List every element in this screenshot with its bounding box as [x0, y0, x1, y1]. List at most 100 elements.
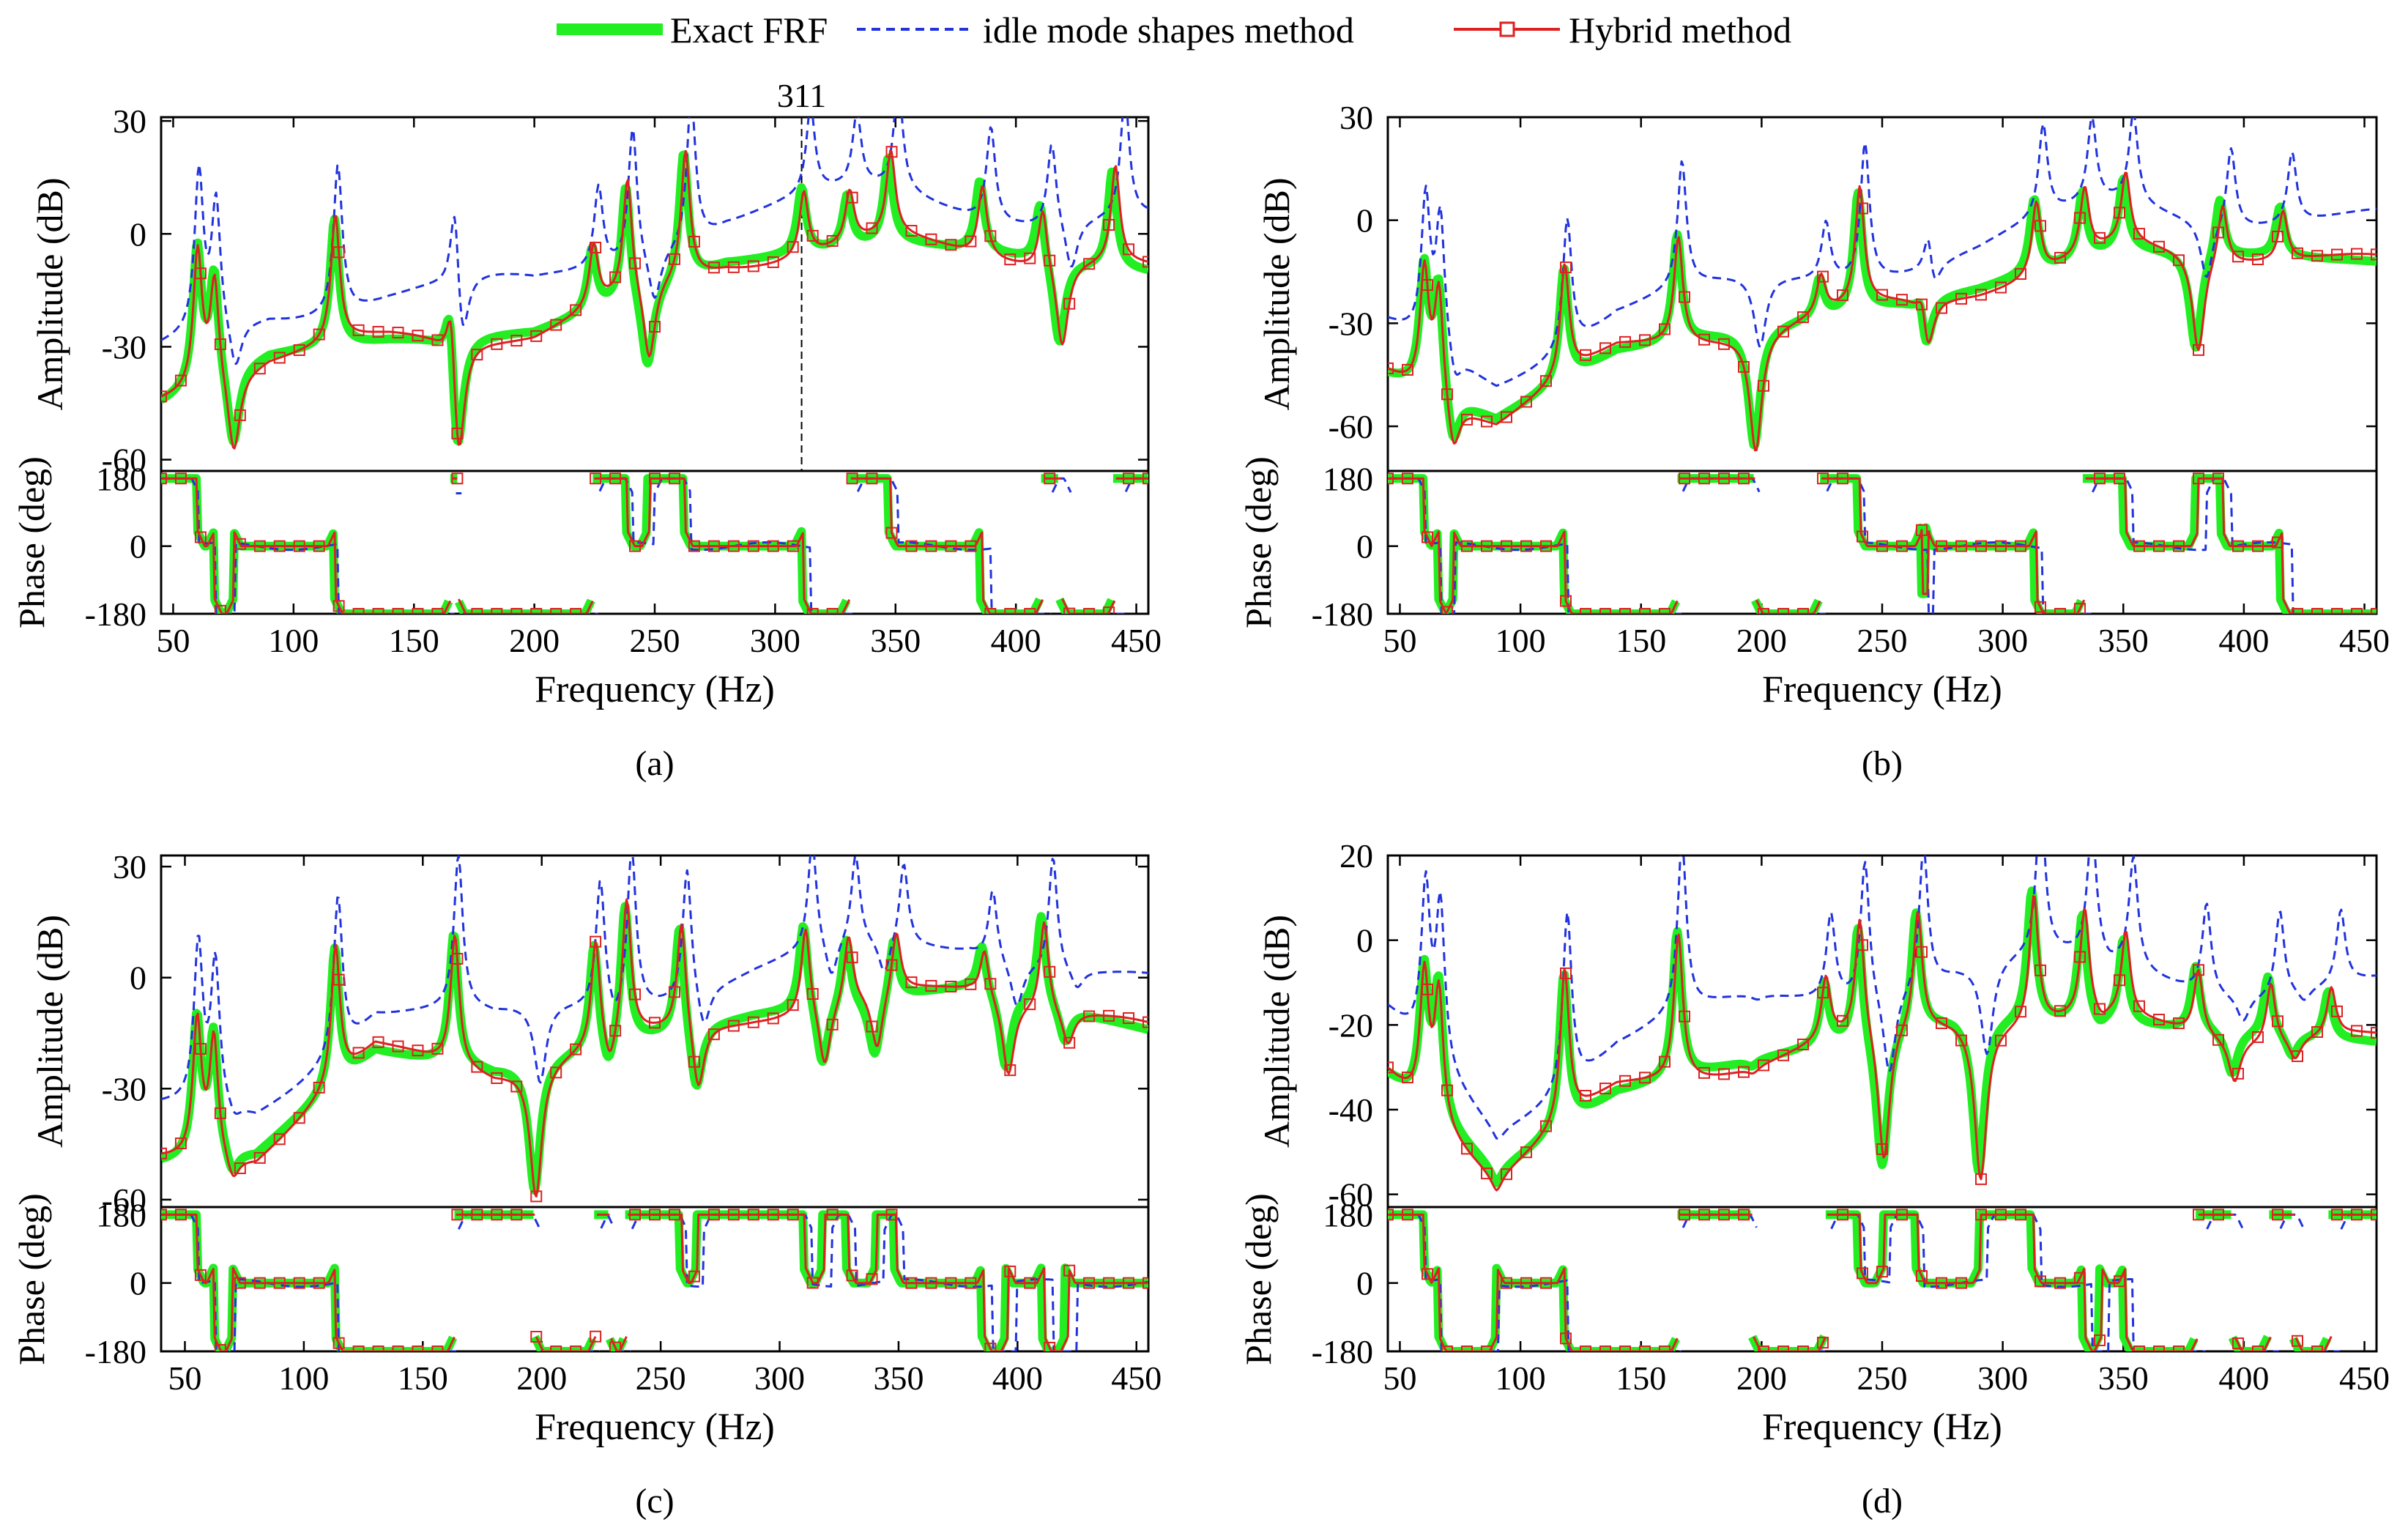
amplitude-marker-hybrid [1402, 1072, 1413, 1084]
phase-marker-hybrid [1639, 608, 1651, 614]
phase-marker-hybrid [2311, 608, 2323, 614]
phase-marker-hybrid [2232, 540, 2244, 552]
x-tick-label: 100 [1495, 1359, 1546, 1397]
phase-marker-hybrid [510, 608, 523, 614]
legend-entry-exact-frf: Exact FRF [557, 10, 828, 51]
phase-marker-hybrid [806, 1277, 819, 1289]
phase-marker-hybrid [1520, 540, 1532, 552]
amplitude-marker-hybrid [609, 1025, 622, 1037]
x-tick-label: 200 [516, 1359, 567, 1397]
amplitude-marker-hybrid [688, 235, 700, 248]
amp-y-tick-label: 0 [1356, 202, 1373, 240]
phase-marker-hybrid [550, 1345, 562, 1351]
amplitude-marker-hybrid [1876, 1143, 1888, 1155]
phase-marker-hybrid [668, 472, 680, 485]
amplitude-marker-hybrid [2331, 248, 2343, 261]
amplitude-marker-hybrid [2153, 1014, 2165, 1026]
phase-marker-hybrid [451, 472, 464, 485]
phase-marker-hybrid [1777, 608, 1789, 614]
phase-axis-title: Phase (deg) [1238, 456, 1279, 628]
amplitude-marker-hybrid [2133, 228, 2145, 240]
amplitude-marker-hybrid [1777, 1049, 1789, 1061]
amp-y-tick-label: -30 [102, 1070, 146, 1107]
amplitude-marker-hybrid [1441, 1084, 1453, 1096]
amplitude-marker-hybrid [668, 253, 680, 265]
amplitude-marker-hybrid [1619, 335, 1631, 348]
phase-marker-hybrid [2331, 1209, 2343, 1221]
amplitude-marker-hybrid [984, 230, 997, 242]
phase-marker-hybrid [590, 472, 602, 485]
amplitude-marker-hybrid [2371, 248, 2377, 261]
phase-marker-hybrid [2094, 472, 2106, 485]
amplitude-marker-hybrid [1004, 253, 1017, 266]
phase-marker-hybrid [1599, 1345, 1611, 1351]
amplitude-marker-hybrid [590, 935, 602, 948]
x-tick-label: 50 [156, 622, 190, 659]
phase-marker-hybrid [392, 608, 404, 614]
amp-y-tick-label: 30 [113, 103, 146, 140]
amplitude-marker-hybrid [1520, 396, 1532, 408]
amplitude-marker-hybrid [806, 229, 819, 242]
phase-marker-hybrid [1103, 606, 1115, 614]
amplitude-marker-hybrid [313, 328, 325, 341]
amplitude-marker-hybrid [1896, 294, 1908, 306]
amplitude-marker-hybrid [214, 338, 226, 350]
amplitude-marker-hybrid [253, 1151, 266, 1164]
amplitude-axis-title: Amplitude (dB) [1256, 177, 1297, 410]
amplitude-marker-hybrid [1083, 1010, 1096, 1022]
phase-marker-hybrid [1936, 540, 1947, 552]
x-tick-label: 400 [2218, 1359, 2269, 1397]
x-tick-label: 300 [1977, 622, 2028, 659]
phase-marker-hybrid [1083, 1277, 1096, 1289]
phase-marker-hybrid [984, 1343, 997, 1351]
amplitude-marker-hybrid [1837, 1014, 1848, 1027]
amplitude-marker-hybrid [668, 986, 680, 998]
phase-marker-hybrid [273, 540, 286, 552]
amplitude-marker-hybrid [590, 242, 602, 254]
phase-marker-hybrid [530, 1331, 543, 1343]
amplitude-marker-hybrid [1004, 1064, 1017, 1077]
amplitude-marker-hybrid [392, 1040, 404, 1053]
amplitude-marker-hybrid [510, 1080, 523, 1093]
phase-marker-hybrid [984, 608, 997, 614]
phase-marker-hybrid [352, 1345, 365, 1351]
phase-marker-hybrid [2212, 1209, 2224, 1221]
phase-marker-hybrid [1123, 1277, 1135, 1289]
amplitude-marker-hybrid [451, 427, 464, 439]
amplitude-marker-hybrid [885, 146, 898, 158]
amplitude-marker-hybrid [787, 241, 799, 253]
phase-marker-hybrid [1044, 472, 1056, 485]
amplitude-marker-hybrid [1718, 1068, 1730, 1080]
phase-marker-hybrid [2272, 1209, 2283, 1221]
amplitude-marker-hybrid [688, 1055, 700, 1068]
phase-marker-hybrid [1142, 1277, 1148, 1289]
amplitude-marker-hybrid [806, 988, 819, 1001]
phase-marker-hybrid [1758, 608, 1769, 614]
amplitude-marker-hybrid [2292, 247, 2303, 259]
x-axis-title: Frequency (Hz) [1762, 669, 2002, 710]
amplitude-marker-hybrid [1857, 939, 1868, 951]
phase-marker-hybrid [727, 540, 740, 552]
amplitude-axis-title: Amplitude (dB) [29, 177, 70, 410]
phase-marker-hybrid [332, 1337, 345, 1349]
phase-marker-hybrid [1461, 1345, 1473, 1351]
phase-marker-hybrid [1024, 608, 1036, 614]
amplitude-marker-hybrid [431, 334, 444, 346]
amplitude-marker-hybrid [609, 271, 622, 283]
amplitude-marker-hybrid [2054, 1005, 2066, 1017]
amplitude-axis-title: Amplitude (dB) [1256, 915, 1297, 1148]
phase-marker-hybrid [1083, 608, 1096, 614]
phase-y-tick-label: 0 [130, 1265, 146, 1302]
phase-marker-hybrid [313, 540, 325, 552]
amplitude-marker-hybrid [1659, 323, 1671, 335]
amplitude-marker-hybrid [1758, 379, 1769, 392]
phase-marker-hybrid [1758, 1345, 1769, 1351]
amplitude-marker-hybrid [1777, 325, 1789, 338]
phase-marker-hybrid [767, 540, 779, 552]
amplitude-marker-hybrid [1501, 1168, 1512, 1181]
x-tick-label: 350 [2098, 622, 2149, 659]
phase-y-tick-label: -180 [85, 595, 146, 633]
panel-label: (d) [1862, 1482, 1903, 1521]
phase-y-tick-label: 180 [1323, 1196, 1373, 1233]
phase-marker-hybrid [431, 1345, 444, 1351]
